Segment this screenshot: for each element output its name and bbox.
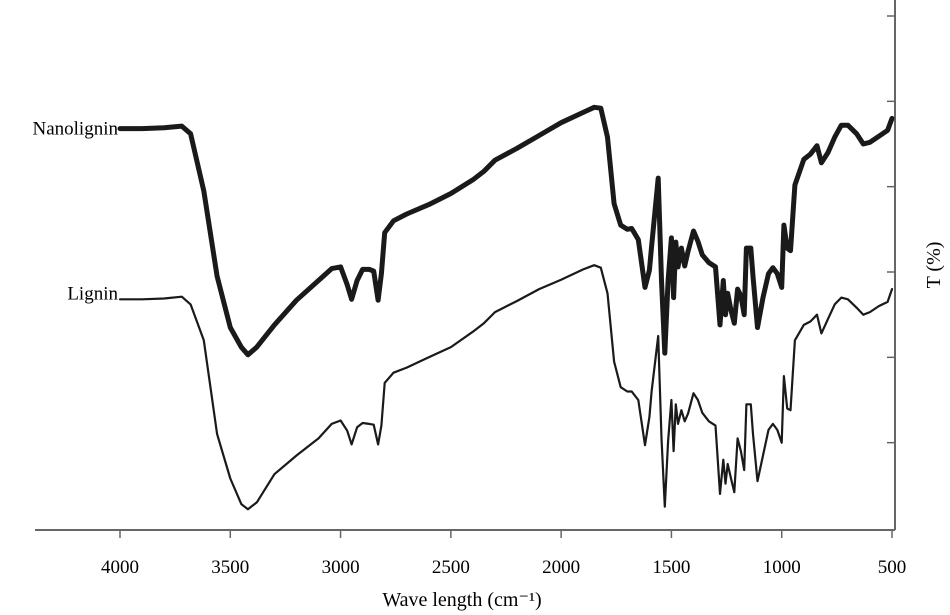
x-ticks: 4000 3500 3000 2500 2000 1500 1000 500	[101, 530, 906, 578]
x-tick-label: 500	[878, 557, 907, 578]
y-ticks	[887, 15, 895, 444]
series-line-lignin	[118, 264, 894, 511]
x-tick-label: 1500	[652, 557, 690, 578]
x-axis-title: Wave length (cm⁻¹)	[382, 589, 541, 611]
y-axis-title: T (%)	[923, 242, 945, 289]
series-label-nanolignin: Nanolignin	[33, 119, 119, 140]
series-lines	[117, 104, 895, 511]
x-tick-label: 4000	[101, 557, 139, 578]
x-tick-label: 2000	[542, 557, 580, 578]
x-tick-label: 2500	[432, 557, 470, 578]
series-labels: Nanolignin Lignin	[33, 119, 119, 305]
x-tick-label: 3000	[322, 557, 360, 578]
series-label-lignin: Lignin	[67, 283, 118, 304]
x-tick-label: 1000	[763, 557, 801, 578]
x-tick-label: 3500	[211, 557, 249, 578]
series-line-nanolignin	[117, 104, 895, 358]
